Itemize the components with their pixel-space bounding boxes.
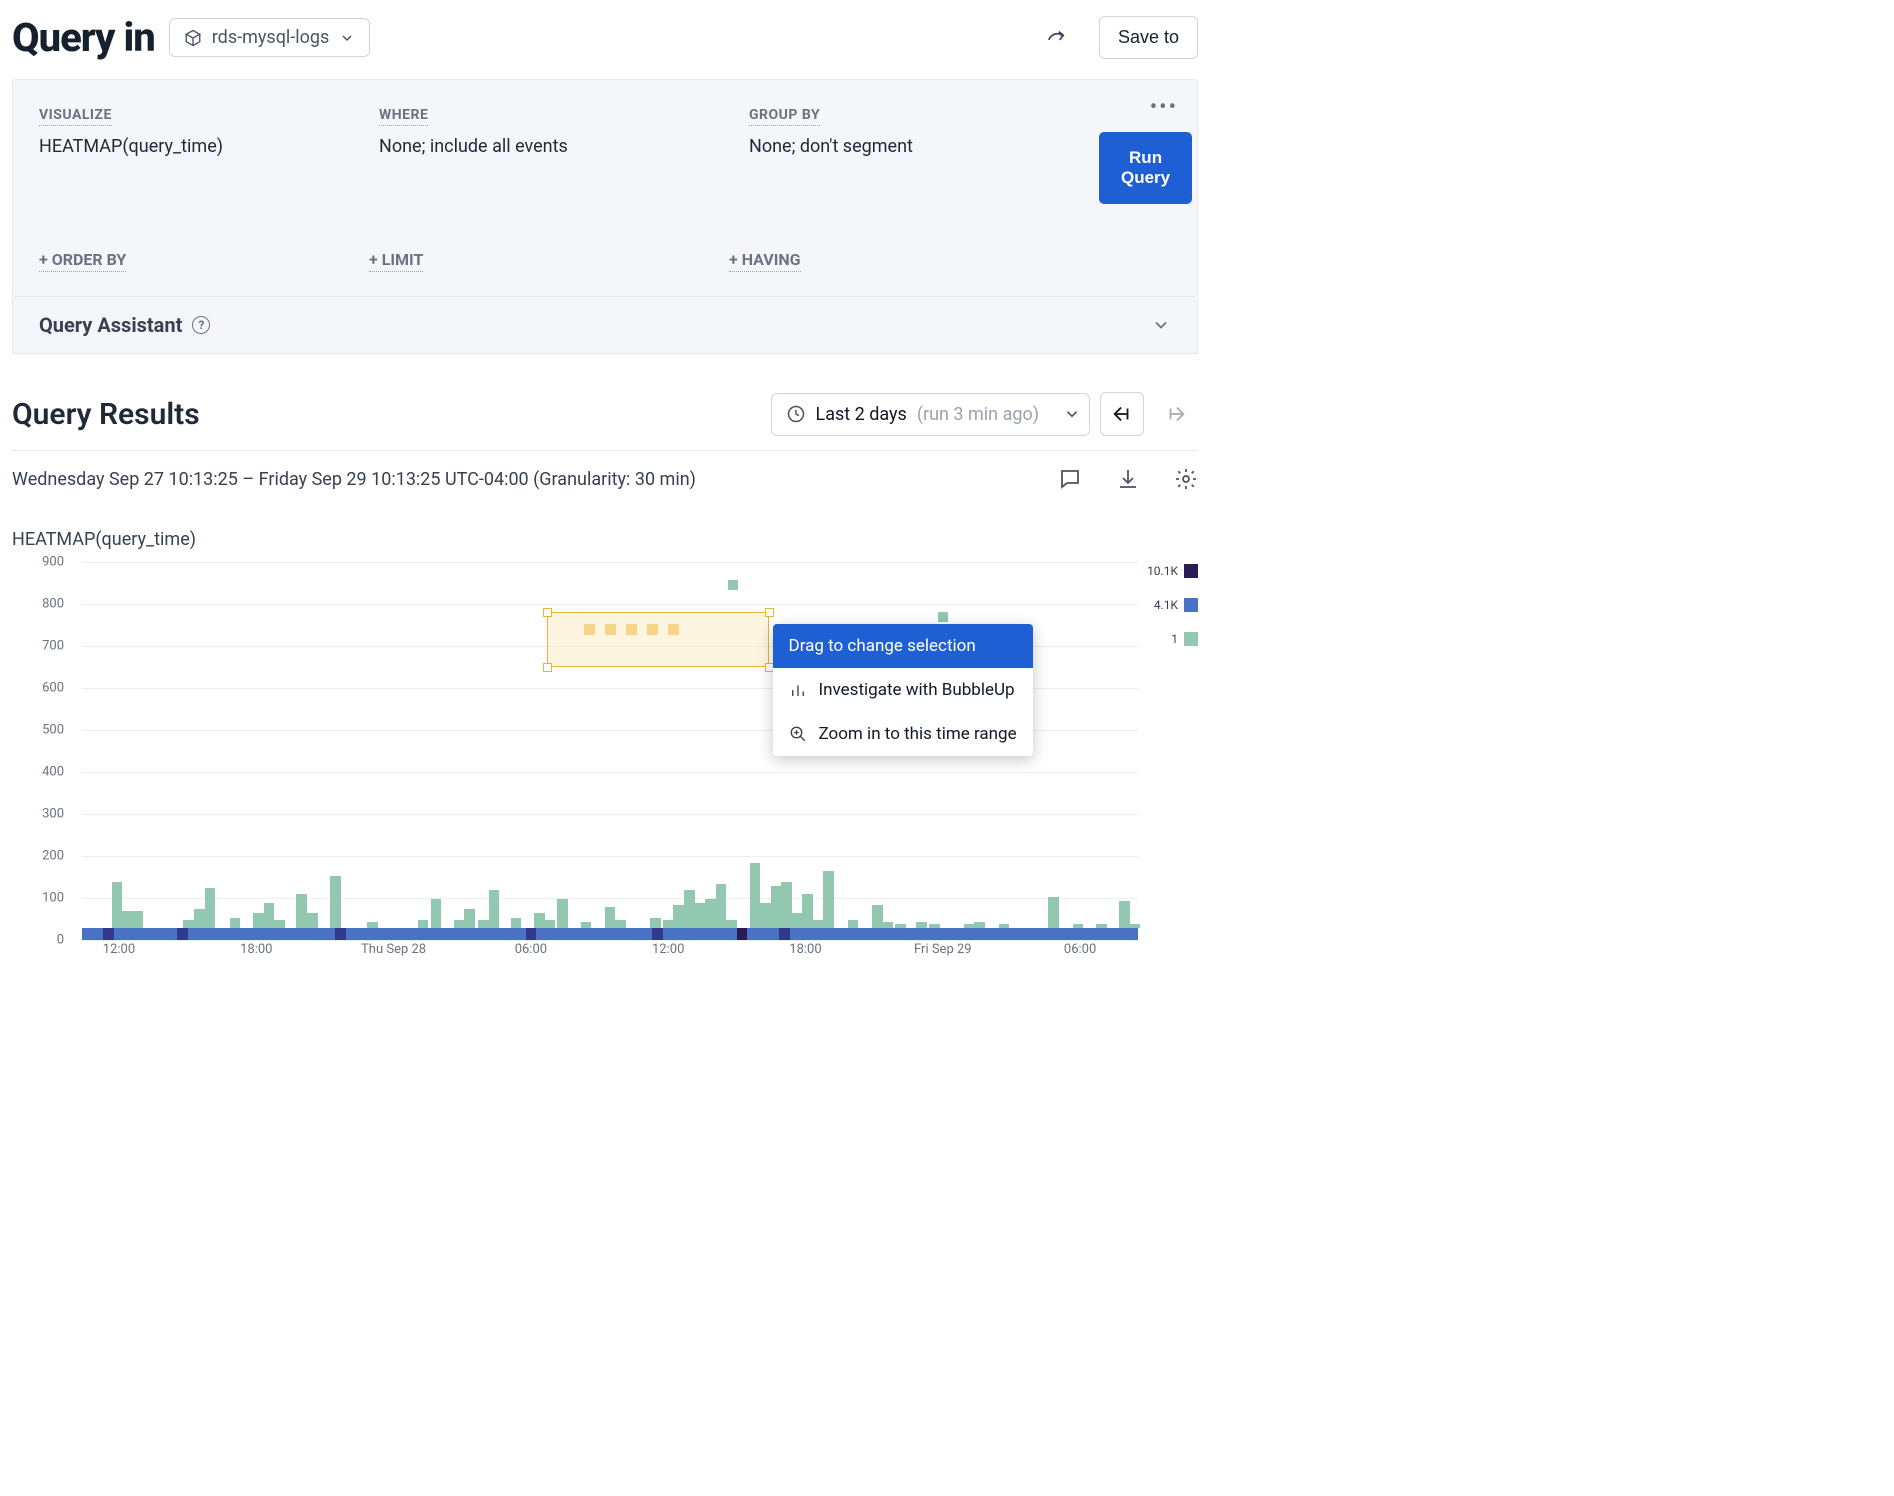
- nav-forward-button: [1154, 392, 1198, 436]
- chevron-down-icon: [1151, 315, 1171, 335]
- popup-zoom[interactable]: Zoom in to this time range: [773, 712, 1033, 756]
- time-range-label: Last 2 days: [816, 404, 907, 425]
- nav-back-button[interactable]: [1100, 392, 1144, 436]
- run-query-button[interactable]: Run Query: [1099, 132, 1192, 204]
- add-having[interactable]: + HAVING: [729, 250, 801, 272]
- chart-title: HEATMAP(query_time): [12, 529, 1198, 550]
- bar-chart-icon: [789, 681, 807, 699]
- add-orderby[interactable]: + ORDER BY: [39, 250, 126, 272]
- selection-popup: Drag to change selectionInvestigate with…: [773, 624, 1033, 756]
- results-title: Query Results: [12, 397, 771, 432]
- popup-header: Drag to change selection: [773, 624, 1033, 668]
- time-ago-label: (run 3 min ago): [917, 404, 1039, 425]
- gear-icon[interactable]: [1174, 467, 1198, 491]
- arrow-forward-icon: [1165, 403, 1187, 425]
- where-label[interactable]: WHERE: [379, 107, 428, 126]
- clock-icon: [786, 404, 806, 424]
- cube-icon: [184, 29, 202, 47]
- query-assistant-label: Query Assistant: [39, 313, 182, 337]
- arrow-back-icon: [1111, 403, 1133, 425]
- results-meta: Wednesday Sep 27 10:13:25 – Friday Sep 2…: [12, 469, 1024, 490]
- help-icon: ?: [192, 316, 210, 334]
- time-range-picker[interactable]: Last 2 days (run 3 min ago): [771, 393, 1091, 436]
- share-icon[interactable]: [1045, 27, 1067, 49]
- popup-bubbleup[interactable]: Investigate with BubbleUp: [773, 668, 1033, 712]
- dataset-picker[interactable]: rds-mysql-logs: [169, 18, 371, 57]
- selection-box[interactable]: [547, 612, 769, 667]
- visualize-label[interactable]: VISUALIZE: [39, 107, 112, 126]
- query-assistant-toggle[interactable]: Query Assistant ?: [12, 297, 1198, 354]
- groupby-label[interactable]: GROUP BY: [749, 107, 820, 126]
- add-limit[interactable]: + LIMIT: [369, 250, 423, 272]
- where-value[interactable]: None; include all events: [379, 136, 739, 157]
- groupby-value[interactable]: None; don't segment: [749, 136, 1089, 157]
- dataset-name: rds-mysql-logs: [212, 27, 330, 48]
- save-button[interactable]: Save to: [1099, 16, 1198, 59]
- heatmap-chart[interactable]: 0100200300400500600700800900 Drag to cha…: [12, 562, 1138, 962]
- download-icon[interactable]: [1116, 467, 1140, 491]
- more-icon[interactable]: •••: [1150, 95, 1178, 120]
- chevron-down-icon: [1063, 405, 1081, 423]
- heatmap-legend: 10.1K4.1K1: [1138, 562, 1198, 962]
- comment-icon[interactable]: [1058, 467, 1082, 491]
- zoom-in-icon: [789, 725, 807, 743]
- visualize-value[interactable]: HEATMAP(query_time): [39, 136, 369, 157]
- page-title: Query in: [12, 14, 155, 61]
- chevron-down-icon: [339, 30, 355, 46]
